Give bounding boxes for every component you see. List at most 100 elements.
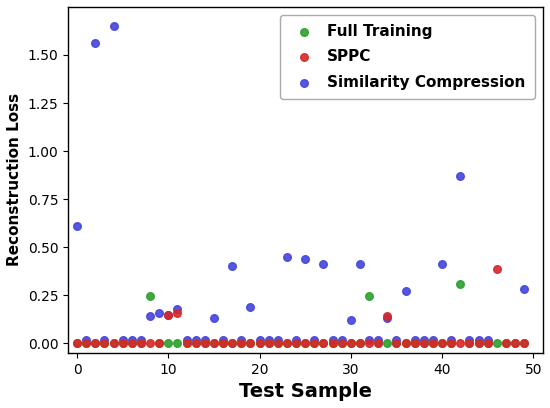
Point	[283, 340, 292, 346]
Point	[447, 340, 455, 346]
Point	[310, 337, 319, 343]
Point	[118, 340, 127, 346]
Point	[520, 340, 529, 346]
Point	[319, 340, 328, 346]
SPPC	[492, 266, 501, 273]
Point	[474, 340, 483, 346]
Point	[219, 340, 228, 346]
Point	[365, 337, 373, 343]
Point	[383, 340, 392, 346]
Point	[109, 340, 118, 346]
Point	[255, 340, 264, 346]
Point	[182, 340, 191, 346]
Point	[118, 340, 127, 346]
Similarity Compression	[438, 261, 447, 268]
Y-axis label: Reconstruction Loss: Reconstruction Loss	[7, 93, 22, 266]
Similarity Compression	[146, 313, 155, 319]
Point	[428, 340, 437, 346]
Point	[410, 340, 419, 346]
Point	[410, 337, 419, 343]
Point	[328, 340, 337, 346]
Point	[146, 340, 155, 346]
X-axis label: Test Sample: Test Sample	[239, 382, 372, 401]
Similarity Compression	[301, 255, 310, 262]
Point	[474, 337, 483, 343]
Point	[392, 340, 401, 346]
Point	[118, 337, 127, 343]
Point	[273, 337, 282, 343]
Point	[100, 337, 109, 343]
Similarity Compression	[356, 261, 365, 268]
Point	[155, 340, 164, 346]
Similarity Compression	[155, 310, 164, 317]
Point	[265, 337, 273, 343]
Full Training	[146, 293, 155, 299]
Point	[483, 337, 492, 343]
SPPC	[164, 312, 173, 319]
Point	[91, 340, 100, 346]
Point	[483, 340, 492, 346]
Point	[502, 340, 510, 346]
Point	[292, 337, 300, 343]
Point	[200, 337, 209, 343]
Point	[511, 340, 520, 346]
Point	[73, 340, 81, 346]
Similarity Compression	[210, 315, 218, 322]
Point	[109, 340, 118, 346]
Legend: Full Training, SPPC, Similarity Compression: Full Training, SPPC, Similarity Compress…	[280, 15, 535, 99]
Point	[319, 340, 328, 346]
Point	[456, 340, 465, 346]
Similarity Compression	[383, 315, 392, 322]
Point	[465, 340, 474, 346]
Point	[292, 340, 300, 346]
Point	[273, 340, 282, 346]
Point	[483, 340, 492, 346]
Point	[374, 340, 383, 346]
Similarity Compression	[319, 261, 328, 268]
Point	[136, 337, 145, 343]
Point	[447, 340, 455, 346]
Point	[210, 340, 218, 346]
Point	[401, 340, 410, 346]
Point	[73, 340, 81, 346]
Full Training	[492, 340, 501, 346]
Point	[447, 337, 455, 343]
Point	[91, 340, 100, 346]
Point	[246, 340, 255, 346]
Point	[474, 340, 483, 346]
Full Training	[456, 280, 465, 287]
Point	[273, 340, 282, 346]
Point	[265, 340, 273, 346]
Point	[283, 340, 292, 346]
Similarity Compression	[164, 312, 173, 319]
Point	[428, 337, 437, 343]
Point	[191, 337, 200, 343]
Point	[365, 340, 373, 346]
Point	[356, 340, 365, 346]
Similarity Compression	[511, 48, 520, 54]
Point	[374, 337, 383, 343]
Similarity Compression	[401, 288, 410, 295]
Point	[182, 340, 191, 346]
Point	[100, 340, 109, 346]
Point	[465, 340, 474, 346]
Point	[438, 340, 447, 346]
Point	[210, 340, 218, 346]
Point	[200, 340, 209, 346]
Point	[337, 340, 346, 346]
Point	[520, 340, 529, 346]
Point	[182, 337, 191, 343]
Point	[100, 340, 109, 346]
Similarity Compression	[283, 253, 292, 260]
Similarity Compression	[173, 305, 182, 312]
Point	[265, 340, 273, 346]
Point	[401, 340, 410, 346]
SPPC	[173, 310, 182, 317]
Point	[237, 337, 246, 343]
Point	[191, 340, 200, 346]
Similarity Compression	[346, 317, 355, 324]
Point	[337, 340, 346, 346]
Point	[292, 340, 300, 346]
Similarity Compression	[246, 304, 255, 310]
Point	[228, 340, 236, 346]
